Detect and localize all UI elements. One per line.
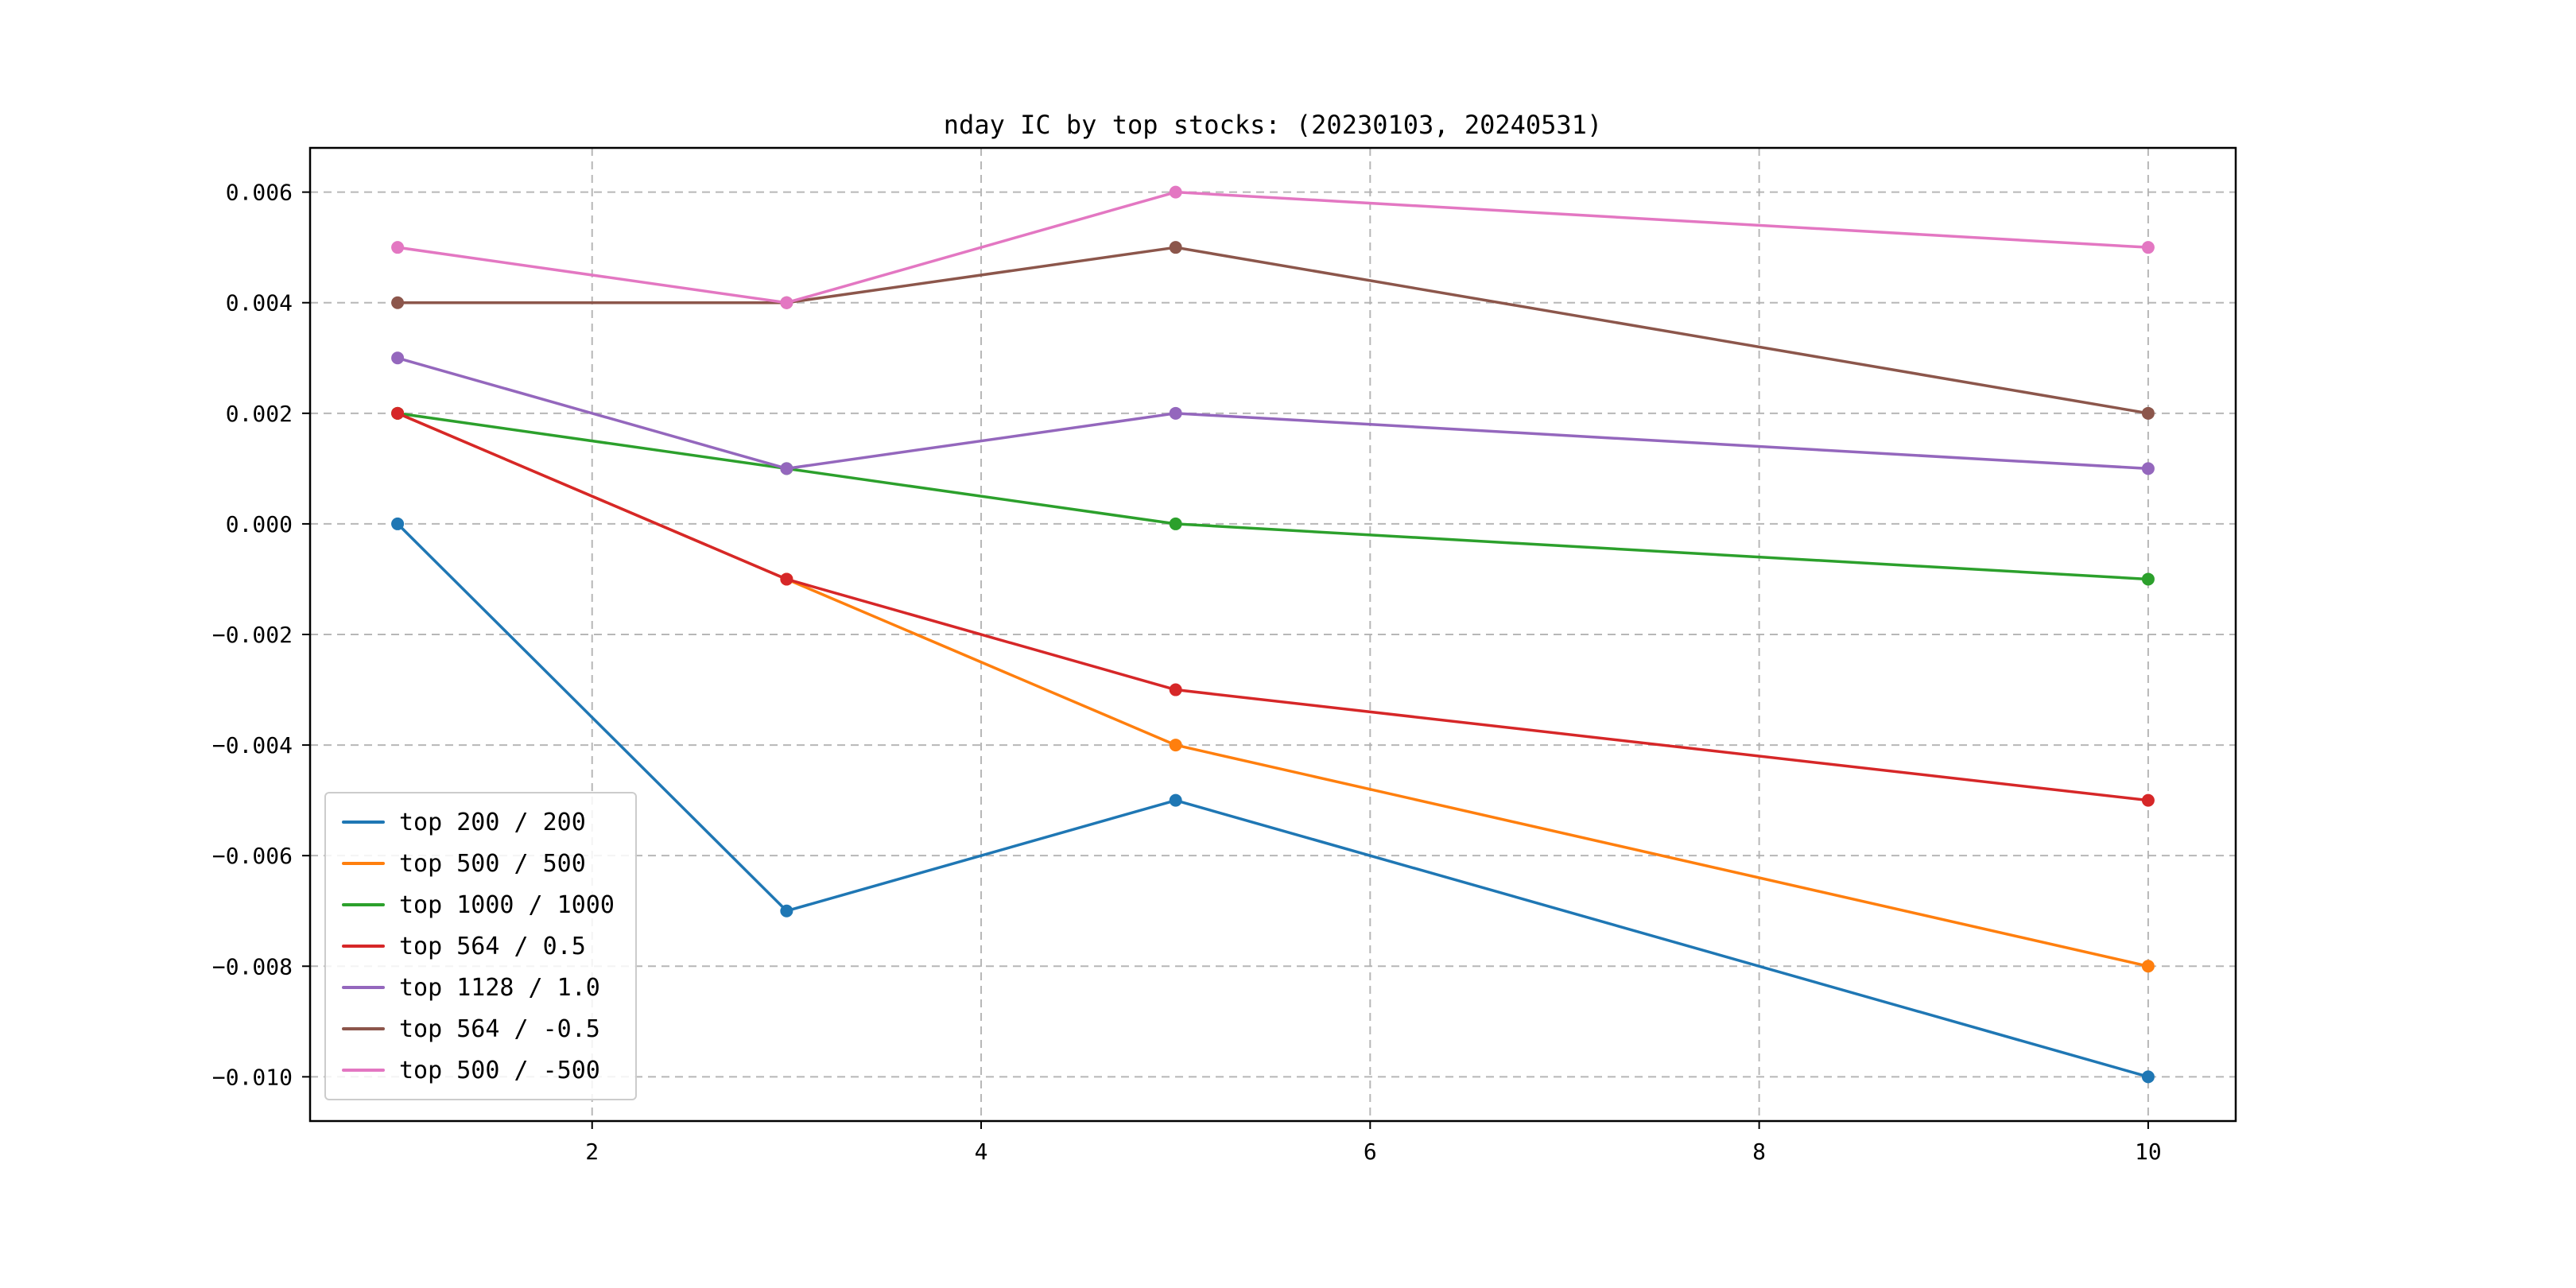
x-tick-label: 10	[2135, 1139, 2162, 1165]
x-tick-label: 6	[1364, 1139, 1377, 1165]
legend: top 200 / 200 top 500 / 500 top 1000 / 100…	[324, 792, 637, 1100]
series-marker	[2141, 960, 2155, 973]
x-tick-label: 2	[585, 1139, 599, 1165]
series-marker	[1169, 517, 1182, 530]
y-tick-label: −0.002	[212, 622, 293, 648]
series-marker	[2141, 406, 2155, 420]
series-marker	[391, 517, 405, 530]
series-line	[396, 412, 2150, 581]
legend-line-sample	[342, 821, 385, 824]
legend-label: top 200 / 200	[399, 808, 586, 836]
legend-entry: top 500 / -500	[342, 1053, 615, 1088]
legend-line-sample	[342, 1069, 385, 1072]
legend-line-sample	[342, 903, 385, 906]
legend-entry: top 500 / 500	[342, 846, 615, 881]
x-tick-label: 4	[975, 1139, 988, 1165]
series-marker	[1169, 793, 1182, 807]
legend-label: top 1000 / 1000	[399, 890, 615, 919]
series-marker	[391, 406, 405, 420]
legend-line-sample	[342, 986, 385, 989]
legend-entry: top 200 / 200	[342, 805, 615, 840]
series-marker	[1169, 185, 1182, 199]
legend-label: top 564 / -0.5	[399, 1014, 600, 1043]
y-tick-label: 0.004	[226, 290, 293, 316]
series-marker	[2141, 1070, 2155, 1084]
legend-label: top 564 / 0.5	[399, 932, 586, 960]
chart-title: nday IC by top stocks: (20230103, 202405…	[943, 110, 1603, 140]
series-marker	[1169, 406, 1182, 420]
series-marker	[2141, 793, 2155, 807]
legend-label: top 500 / -500	[399, 1056, 600, 1084]
series-line	[396, 522, 2150, 1079]
series-line	[396, 246, 2150, 415]
legend-line-sample	[342, 945, 385, 948]
series-line	[396, 190, 2150, 305]
legend-entry: top 1000 / 1000	[342, 887, 615, 922]
y-tick-label: −0.004	[212, 732, 293, 758]
legend-line-sample	[342, 862, 385, 865]
series-marker	[780, 296, 793, 309]
series-marker	[391, 351, 405, 365]
legend-label: top 500 / 500	[399, 849, 586, 878]
series-marker	[780, 462, 793, 475]
series-marker	[391, 296, 405, 309]
y-tick-label: 0.000	[226, 511, 293, 537]
series-marker	[2141, 462, 2155, 475]
series-marker	[780, 572, 793, 586]
legend-line-sample	[342, 1027, 385, 1030]
series-marker	[1169, 739, 1182, 752]
legend-entry: top 1128 / 1.0	[342, 970, 615, 1005]
legend-entry: top 564 / -0.5	[342, 1011, 615, 1046]
y-tick-label: −0.008	[212, 953, 293, 980]
y-tick-label: −0.006	[212, 843, 293, 869]
series-marker	[2141, 572, 2155, 586]
y-tick-label: −0.010	[212, 1064, 293, 1090]
y-tick-label: 0.006	[226, 180, 293, 206]
y-tick-label: 0.002	[226, 401, 293, 427]
series-marker	[391, 241, 405, 254]
x-tick-label: 8	[1752, 1139, 1766, 1165]
series-marker	[780, 904, 793, 918]
legend-entry: top 564 / 0.5	[342, 929, 615, 964]
series-marker	[1169, 241, 1182, 254]
series-marker	[1169, 683, 1182, 696]
series-line	[396, 412, 2150, 802]
axes-frame	[308, 146, 2237, 1123]
series-line	[396, 356, 2150, 471]
legend-label: top 1128 / 1.0	[399, 973, 600, 1002]
series-marker	[2141, 241, 2155, 254]
